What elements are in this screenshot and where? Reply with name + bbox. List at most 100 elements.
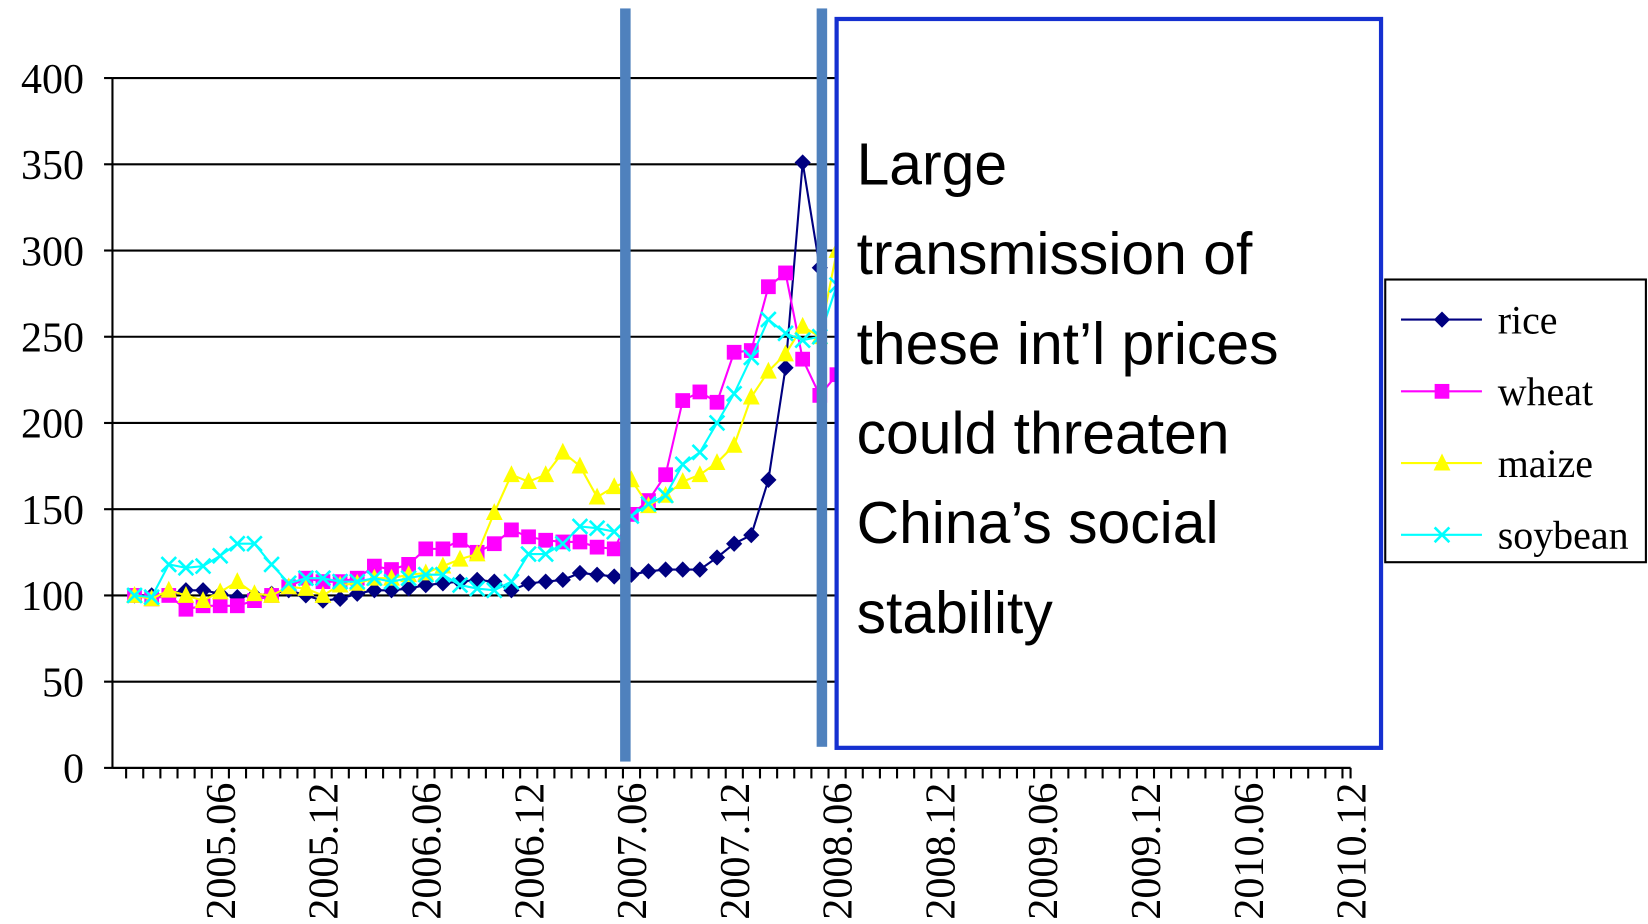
marker: [143, 588, 160, 606]
marker: [571, 564, 589, 582]
marker: [794, 154, 811, 171]
marker: [537, 545, 554, 563]
annotation-line: China’s social: [857, 491, 1219, 556]
marker: [640, 495, 657, 513]
marker: [675, 393, 691, 408]
marker: [332, 590, 349, 608]
marker: [777, 324, 794, 342]
marker: [572, 534, 588, 550]
marker: [160, 556, 178, 573]
marker: [468, 544, 486, 562]
marker: [401, 557, 416, 572]
marker: [297, 579, 315, 596]
marker: [605, 477, 623, 495]
legend-label: soybean: [1498, 512, 1629, 557]
marker: [452, 532, 468, 548]
marker: [605, 523, 623, 540]
annotation-line: stability: [857, 581, 1054, 646]
x-tick-label: 2008.06: [815, 783, 862, 920]
marker: [177, 559, 195, 577]
x-tick-label: 2006.06: [404, 783, 451, 920]
legend-label: rice: [1498, 297, 1558, 342]
marker: [211, 547, 229, 565]
marker: [383, 573, 400, 590]
period-line: [816, 8, 828, 747]
marker: [1433, 453, 1451, 471]
marker: [742, 349, 760, 366]
series: [126, 241, 846, 608]
marker: [126, 587, 143, 604]
marker: [417, 576, 434, 594]
marker: [400, 580, 417, 597]
marker: [314, 585, 332, 603]
y-tick-label: 200: [21, 401, 84, 448]
marker: [726, 535, 743, 552]
marker: [280, 577, 298, 595]
marker: [725, 435, 743, 453]
x-tick-label: 2009.06: [1020, 783, 1067, 920]
annotation-line: could threaten: [857, 401, 1230, 466]
series-line: [134, 284, 838, 599]
annotation-box: [834, 16, 1384, 750]
marker: [1433, 526, 1451, 544]
x-tick-label: 2010.12: [1329, 783, 1376, 920]
marker: [588, 566, 606, 583]
marker: [504, 522, 519, 538]
marker: [537, 465, 555, 483]
marker: [571, 518, 589, 535]
marker: [367, 558, 382, 574]
marker: [520, 545, 537, 563]
marker: [709, 394, 725, 410]
marker: [366, 569, 383, 587]
marker: [554, 535, 572, 553]
marker: [761, 279, 776, 295]
marker: [451, 576, 469, 594]
y-tick-label: 0: [63, 746, 84, 793]
marker: [435, 541, 451, 557]
marker: [606, 568, 623, 585]
marker: [708, 453, 726, 471]
marker: [777, 344, 794, 362]
marker: [194, 557, 212, 575]
legend-label: wheat: [1498, 369, 1593, 414]
marker: [280, 575, 298, 592]
marker: [486, 581, 503, 599]
marker: [571, 456, 589, 474]
marker: [589, 539, 605, 555]
marker: [691, 561, 708, 578]
marker: [726, 344, 742, 360]
marker: [760, 471, 777, 489]
marker: [417, 563, 435, 581]
marker: [451, 549, 469, 567]
y-tick-label: 250: [21, 314, 84, 361]
x-tick-label: 2008.12: [917, 783, 964, 920]
marker: [348, 573, 366, 590]
marker: [588, 487, 606, 505]
marker: [692, 384, 708, 400]
legend-box: [1384, 278, 1647, 564]
marker: [485, 503, 503, 521]
period-line: [620, 8, 631, 762]
marker: [640, 563, 657, 580]
marker: [263, 585, 280, 603]
marker: [1434, 383, 1450, 399]
marker: [674, 472, 692, 489]
marker: [212, 598, 228, 614]
marker: [759, 361, 777, 379]
x-tick-label: 2010.06: [1226, 783, 1273, 920]
marker: [246, 584, 263, 602]
marker: [400, 569, 417, 587]
marker: [606, 541, 622, 557]
annotation-line: transmission of: [857, 222, 1253, 287]
marker: [229, 535, 246, 553]
marker: [742, 387, 760, 405]
marker: [691, 443, 709, 461]
marker: [725, 385, 743, 402]
marker: [229, 598, 245, 614]
marker: [1433, 311, 1451, 328]
marker: [691, 465, 709, 483]
marker: [178, 601, 194, 617]
marker: [537, 573, 554, 590]
marker: [314, 569, 332, 587]
